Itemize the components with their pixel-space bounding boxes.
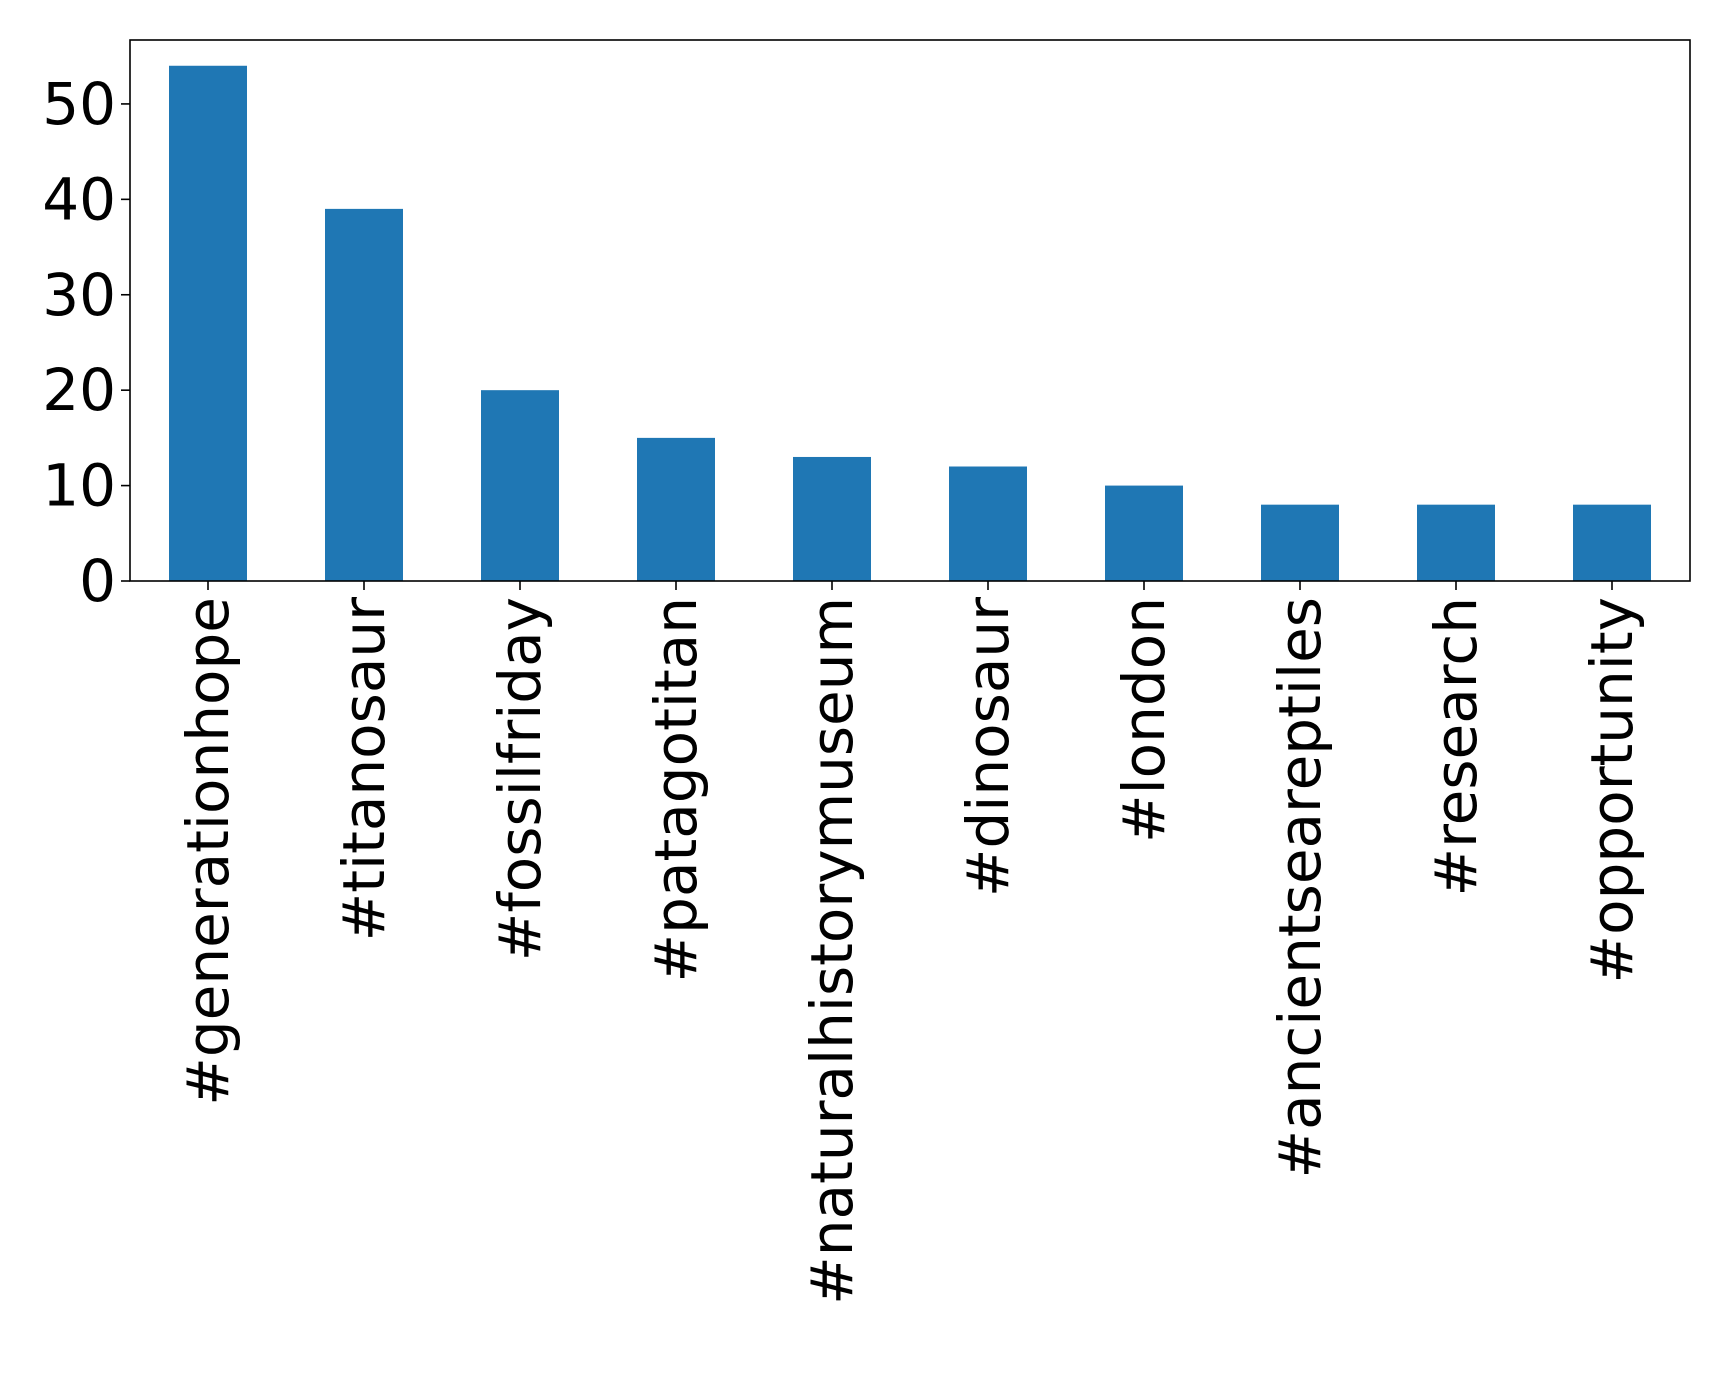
- bar-research: [1417, 504, 1495, 581]
- x-axis: #generationhope #titanosaur #fossilfriday #…: [174, 581, 1646, 1305]
- bars-group: [169, 65, 1651, 581]
- bar-naturalhistorymuseum: [793, 456, 871, 581]
- y-tick-label: 50: [42, 70, 116, 138]
- y-tick-label: 30: [42, 261, 116, 329]
- x-tick-label: #naturalhistorymuseum: [798, 597, 866, 1305]
- x-tick-label: #patagotitan: [642, 597, 710, 982]
- x-tick-label: #titanosaur: [330, 597, 398, 942]
- y-tick-label: 20: [42, 356, 116, 424]
- bar-titanosaur: [325, 208, 403, 581]
- y-tick-label: 0: [79, 547, 116, 615]
- x-tick-label: #generationhope: [174, 597, 242, 1106]
- x-tick-label: #dinosaur: [954, 597, 1022, 897]
- x-tick-label: #opportunity: [1578, 597, 1646, 984]
- bar-patagotitan: [637, 437, 715, 581]
- x-tick-label: #research: [1422, 597, 1490, 897]
- bar-ancientseareptiles: [1261, 504, 1339, 581]
- bar-fossilfriday: [481, 390, 559, 581]
- y-tick-label: 10: [42, 452, 116, 520]
- y-tick-label: 40: [42, 165, 116, 233]
- plot-frame: [129, 39, 1691, 582]
- x-tick-label: #fossilfriday: [486, 597, 554, 961]
- bar-opportunity: [1573, 504, 1651, 581]
- x-tick-label: #ancientseareptiles: [1266, 597, 1334, 1178]
- x-tick-label: #london: [1110, 597, 1178, 843]
- bar-london: [1105, 485, 1183, 581]
- y-axis: 0 10 20 30 40 50: [42, 70, 130, 615]
- bar-generationhope: [169, 65, 247, 581]
- bar-dinosaur: [949, 466, 1027, 581]
